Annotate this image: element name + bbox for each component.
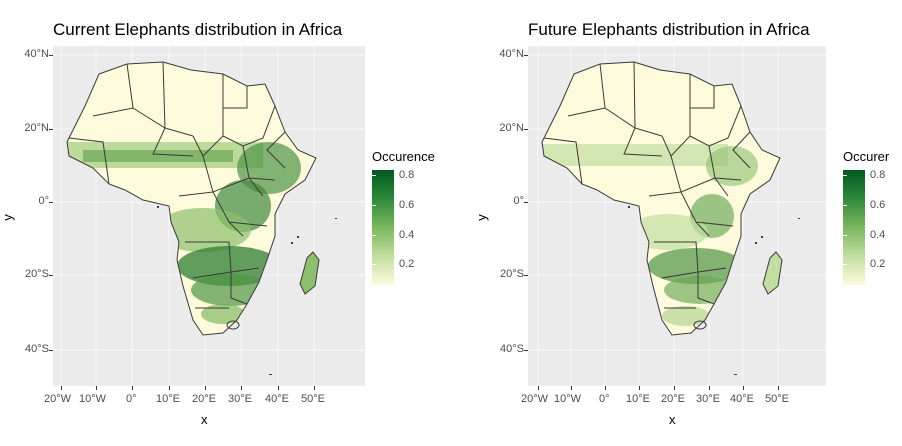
x-tick-label: 20°W (521, 393, 549, 405)
y-tick (49, 55, 53, 56)
x-tick-label: 10°W (79, 393, 107, 405)
map-title: Future Elephants distribution in Africa (528, 20, 810, 39)
x-tick-label: 20°W (44, 393, 72, 405)
y-tick (524, 129, 528, 130)
legend-tick (843, 264, 847, 265)
y-tick (49, 129, 53, 130)
x-tick-label: 0° (599, 393, 610, 405)
legend-tick (372, 205, 376, 206)
x-tick (778, 386, 779, 390)
y-tick (524, 202, 528, 203)
x-axis-title: x (669, 412, 676, 427)
x-tick (96, 386, 97, 390)
x-tick (314, 386, 315, 390)
legend-label: 0.2 (870, 258, 886, 270)
legend-title: Occurence (372, 149, 435, 164)
x-tick-label: 40°E (265, 393, 289, 405)
country-borders (541, 61, 781, 336)
y-tick-label: 20°N (24, 122, 49, 134)
y-axis-title: y (473, 214, 489, 221)
madagascar (762, 251, 783, 295)
y-tick (49, 275, 53, 276)
country-borders (66, 61, 317, 336)
current-map-panel: Current Elephants distribution in Africa… (0, 20, 435, 427)
x-tick (61, 386, 62, 390)
africa-map (528, 46, 826, 386)
legend-label: 0.6 (399, 199, 415, 211)
x-tick (709, 386, 710, 390)
x-axis-title: x (201, 412, 208, 427)
legend-label: 0.8 (399, 169, 415, 181)
y-tick-label: 40°N (499, 48, 524, 60)
legend-tick (843, 175, 847, 176)
x-tick-label: 10°E (156, 393, 180, 405)
legend-label: 0.2 (399, 258, 415, 270)
x-tick (605, 386, 606, 390)
x-tick-label: 30°E (696, 393, 720, 405)
y-tick-label: 0° (513, 195, 524, 207)
x-tick (205, 386, 206, 390)
x-tick (132, 386, 133, 390)
x-tick-label: 0° (126, 393, 137, 405)
map-plot-area (528, 46, 826, 386)
y-tick-label: 40°S (25, 343, 49, 355)
africa-map (53, 46, 365, 386)
x-tick (571, 386, 572, 390)
x-tick-label: 20°E (661, 393, 685, 405)
map-title: Current Elephants distribution in Africa (53, 20, 343, 39)
y-tick-label: 20°N (499, 122, 524, 134)
legend-tick (843, 235, 847, 236)
legend-tick (372, 175, 376, 176)
legend-label: 0.4 (870, 229, 886, 241)
y-tick (49, 350, 53, 351)
x-tick (538, 386, 539, 390)
x-tick-label: 50°E (301, 393, 325, 405)
y-tick-label: 20°S (500, 268, 524, 280)
x-tick (278, 386, 279, 390)
x-tick-label: 30°E (228, 393, 252, 405)
islands (157, 206, 337, 375)
legend-colorbar (843, 170, 865, 285)
x-tick-label: 20°E (192, 393, 216, 405)
y-tick (524, 55, 528, 56)
y-tick-label: 40°N (24, 48, 49, 60)
legend-tick (843, 205, 847, 206)
x-tick (241, 386, 242, 390)
x-tick-label: 10°W (554, 393, 582, 405)
x-tick (639, 386, 640, 390)
x-tick (674, 386, 675, 390)
map-plot-area (53, 46, 365, 386)
y-tick-label: 40°S (500, 343, 524, 355)
future-map-panel: Future Elephants distribution in Africa … (470, 0, 902, 446)
legend-label: 0.4 (399, 229, 415, 241)
africa-landmass (542, 62, 780, 335)
y-axis-title: y (0, 214, 15, 221)
legend-tick (372, 235, 376, 236)
x-tick (743, 386, 744, 390)
x-tick-label: 10°E (626, 393, 650, 405)
islands (628, 206, 800, 375)
y-tick-label: 0° (38, 195, 49, 207)
legend-tick (372, 264, 376, 265)
madagascar (299, 251, 320, 295)
x-tick (169, 386, 170, 390)
x-tick-label: 40°E (730, 393, 754, 405)
legend-title: Occurer (843, 149, 890, 164)
y-tick (49, 202, 53, 203)
y-tick-label: 20°S (25, 268, 49, 280)
y-tick (524, 275, 528, 276)
legend-colorbar (372, 170, 394, 285)
africa-landmass (67, 62, 316, 335)
x-tick-label: 50°E (765, 393, 789, 405)
y-tick (524, 350, 528, 351)
legend-label: 0.8 (870, 169, 886, 181)
legend-label: 0.6 (870, 199, 886, 211)
